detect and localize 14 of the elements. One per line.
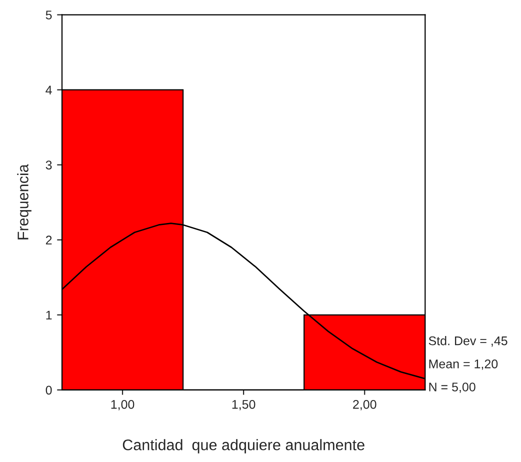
y-tick-label: 1 <box>46 310 52 320</box>
text: N = 5,00 <box>429 382 476 393</box>
x-tick-label: 1,50 <box>232 400 256 410</box>
text: Std. Dev = ,45 <box>428 336 508 347</box>
y-axis-title: Frequencia <box>17 164 32 240</box>
x-tick-label: 1,00 <box>111 400 134 410</box>
y-tick-label: 3 <box>46 160 52 170</box>
y-tick-label: 5 <box>46 10 52 20</box>
x-tick-label: 2,00 <box>353 400 376 410</box>
text: Mean = 1,20 <box>429 359 498 370</box>
x-axis-title: Cantidad que adquiere anualmente <box>122 439 364 454</box>
y-tick-label: 2 <box>46 236 52 244</box>
y-tick-label: 4 <box>46 86 52 94</box>
y-tick-label: 0 <box>46 386 52 395</box>
